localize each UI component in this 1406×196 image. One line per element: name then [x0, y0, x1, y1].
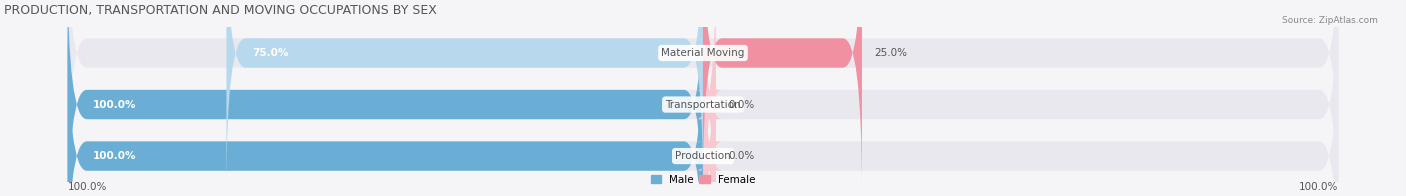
Text: 100.0%: 100.0%	[93, 100, 136, 110]
FancyBboxPatch shape	[226, 0, 703, 193]
Text: Production: Production	[675, 151, 731, 161]
Text: 100.0%: 100.0%	[93, 151, 136, 161]
FancyBboxPatch shape	[67, 0, 703, 196]
Text: Source: ZipAtlas.com: Source: ZipAtlas.com	[1282, 16, 1378, 25]
Text: 100.0%: 100.0%	[67, 182, 107, 192]
FancyBboxPatch shape	[67, 0, 1339, 193]
Legend: Male, Female: Male, Female	[647, 171, 759, 189]
FancyBboxPatch shape	[67, 16, 1339, 196]
FancyBboxPatch shape	[697, 0, 723, 196]
Text: 75.0%: 75.0%	[252, 48, 288, 58]
Text: PRODUCTION, TRANSPORTATION AND MOVING OCCUPATIONS BY SEX: PRODUCTION, TRANSPORTATION AND MOVING OC…	[4, 4, 437, 17]
FancyBboxPatch shape	[67, 16, 703, 196]
Text: 100.0%: 100.0%	[1299, 182, 1339, 192]
Text: 0.0%: 0.0%	[728, 100, 755, 110]
Text: Transportation: Transportation	[665, 100, 741, 110]
FancyBboxPatch shape	[697, 16, 723, 196]
Text: 25.0%: 25.0%	[875, 48, 907, 58]
Text: Material Moving: Material Moving	[661, 48, 745, 58]
FancyBboxPatch shape	[703, 0, 862, 193]
Text: 0.0%: 0.0%	[728, 151, 755, 161]
FancyBboxPatch shape	[67, 0, 1339, 196]
